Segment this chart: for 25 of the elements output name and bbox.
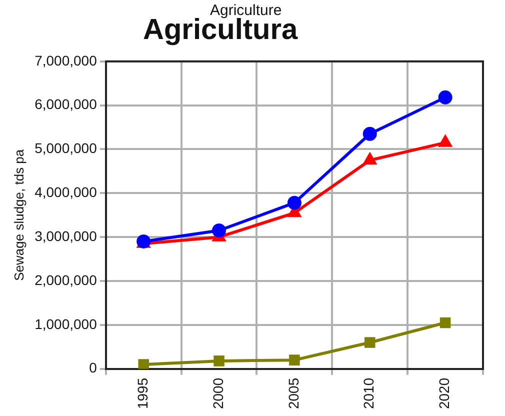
point <box>440 317 451 328</box>
x-tick-label: 1995 <box>134 378 150 410</box>
x-tick-label: 2010 <box>360 378 377 410</box>
x-tick-label: 2020 <box>436 378 452 410</box>
y-tick-label: 4,000,000 <box>34 184 98 200</box>
point <box>364 337 376 348</box>
point <box>438 90 452 104</box>
x-tick-label: 2005 <box>285 378 302 410</box>
y-tick-label: 1,000,000 <box>34 316 98 332</box>
point <box>138 359 149 369</box>
y-tick-label: 7,000,000 <box>34 52 98 68</box>
point <box>289 354 300 366</box>
y-axis-title: Sewage sludge, tds pa <box>11 148 26 281</box>
y-tick-label: 3,000,000 <box>34 228 98 244</box>
y-tick-label: 5,000,000 <box>34 140 98 156</box>
x-tick-label: 2000 <box>210 378 226 410</box>
point <box>287 196 302 210</box>
y-tick-label: 0 <box>89 360 98 376</box>
y-tick-label: 2,000,000 <box>34 272 98 288</box>
point <box>439 136 452 147</box>
point <box>364 153 376 164</box>
point <box>212 224 226 238</box>
y-tick-label: 6,000,000 <box>34 96 98 112</box>
point <box>362 126 377 141</box>
point <box>214 356 224 366</box>
